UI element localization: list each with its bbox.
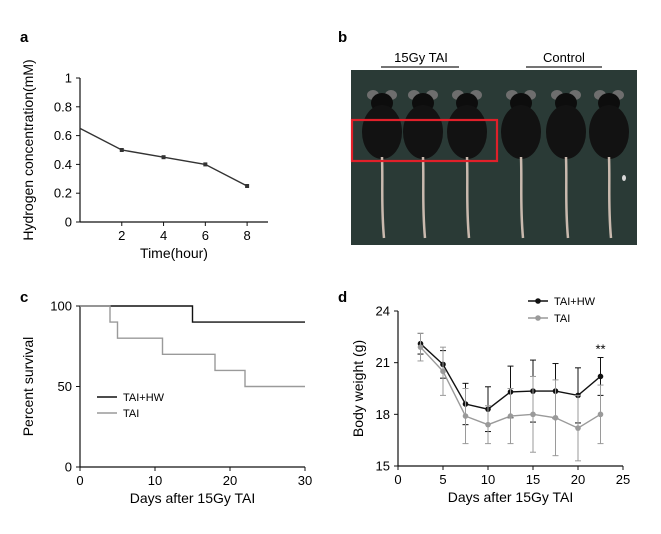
- legend-marker: [535, 315, 541, 321]
- mouse-4: [501, 90, 541, 239]
- y-tick-label: 100: [50, 299, 72, 314]
- y-axis-title: Percent survival: [20, 337, 36, 437]
- mouse-tail: [564, 156, 570, 239]
- data-point: [597, 411, 604, 418]
- data-point: [507, 413, 514, 419]
- photo-background: [351, 70, 637, 245]
- data-point: [417, 344, 424, 350]
- x-tick-label: 20: [571, 472, 585, 487]
- mice-photograph: 15Gy TAI Control: [350, 50, 637, 245]
- series-line-tai: [80, 305, 305, 388]
- panel-label-c: c: [20, 289, 28, 306]
- mouse-body: [501, 105, 541, 159]
- mouse-tail: [519, 156, 525, 239]
- x-tick-label: 30: [298, 473, 312, 488]
- data-point: [530, 411, 536, 418]
- mice-group: [362, 90, 629, 239]
- data-point: [575, 425, 581, 431]
- legend-marker: [535, 298, 541, 304]
- y-tick-label: 0.4: [54, 157, 72, 172]
- panel-label-a: a: [20, 29, 29, 46]
- legend-label: TAI+HW: [554, 296, 596, 308]
- x-tick-label: 0: [394, 472, 401, 487]
- x-tick-label: 25: [616, 472, 630, 487]
- x-tick-label: 0: [76, 473, 83, 488]
- x-tick-label: 8: [243, 228, 250, 243]
- significance-annotation: **: [596, 342, 606, 357]
- x-axis-title: Time(hour): [140, 245, 208, 261]
- photo-label-15gy-tai: 15Gy TAI: [394, 50, 448, 65]
- mouse-tail: [421, 156, 427, 239]
- mouse-2: [403, 90, 443, 239]
- data-point: [485, 421, 491, 428]
- mouse-1: [362, 90, 402, 239]
- series-line-tai-hw: [80, 305, 305, 323]
- y-tick-label: 21: [376, 355, 390, 370]
- x-tick-label: 15: [526, 472, 540, 487]
- data-point: [203, 162, 208, 167]
- x-tick-label: 2: [118, 228, 125, 243]
- mouse-body: [546, 105, 586, 159]
- y-tick-label: 0: [65, 215, 72, 230]
- panel-label-d: d: [338, 289, 347, 306]
- photo-label-control: Control: [543, 50, 585, 65]
- chart-percent-survival: 0 10 20 30 0 50 100 Days after 15Gy TAI Percent …: [20, 299, 312, 507]
- mouse-body: [447, 105, 487, 159]
- y-tick-label: 24: [376, 304, 390, 319]
- data-point: [440, 368, 446, 375]
- mouse-5: [546, 90, 586, 239]
- panel-label-b: b: [338, 29, 347, 46]
- mouse-3: [447, 90, 487, 239]
- y-axis-title: Body weight (g): [350, 340, 366, 437]
- x-tick-label: 6: [202, 228, 209, 243]
- y-tick-label: 0: [65, 460, 72, 475]
- data-point: [552, 414, 559, 421]
- legend-label: TAI: [123, 408, 139, 420]
- data-point: [462, 413, 469, 419]
- y-tick-label: 15: [376, 459, 390, 474]
- legend-label: TAI: [554, 313, 570, 325]
- y-axis-title: Hydrogen concentration(mM): [20, 59, 36, 240]
- data-point: [161, 155, 166, 160]
- data-point: [597, 373, 604, 380]
- legend-label: TAI+HW: [123, 392, 165, 404]
- mouse-body: [589, 105, 629, 159]
- x-tick-label: 4: [160, 228, 167, 243]
- chart-hydrogen-concentration: 2 4 6 8 0 0.2 0.4 0.6 0.8 1 Time(hour) Hydrogen con…: [20, 59, 268, 261]
- irradiated-region-highlight: [350, 118, 499, 163]
- y-tick-label: 0.8: [54, 99, 72, 114]
- chart-body-weight: 0 5 10 15 20 25 15 18 21 24 Days after 15Gy TAI Bod…: [350, 296, 630, 505]
- data-point: [119, 148, 124, 152]
- x-tick-label: 20: [223, 473, 237, 488]
- mouse-body: [403, 105, 443, 159]
- x-axis-title: Days after 15Gy TAI: [130, 490, 256, 506]
- x-axis-title: Days after 15Gy TAI: [448, 489, 574, 505]
- mouse-tail: [380, 156, 386, 239]
- y-tick-label: 0.6: [54, 128, 72, 143]
- mouse-tail: [465, 156, 471, 239]
- y-tick-label: 0.2: [54, 186, 72, 201]
- mouse-body: [362, 105, 402, 159]
- x-tick-label: 10: [148, 473, 162, 488]
- y-tick-label: 1: [65, 71, 72, 86]
- photo-speck: [622, 175, 626, 181]
- y-tick-label: 50: [58, 379, 72, 394]
- mouse-tail: [607, 156, 613, 239]
- data-point: [245, 184, 250, 188]
- mouse-6: [589, 90, 629, 239]
- x-tick-label: 5: [439, 472, 446, 487]
- x-tick-label: 10: [481, 472, 495, 487]
- y-tick-label: 18: [376, 407, 390, 422]
